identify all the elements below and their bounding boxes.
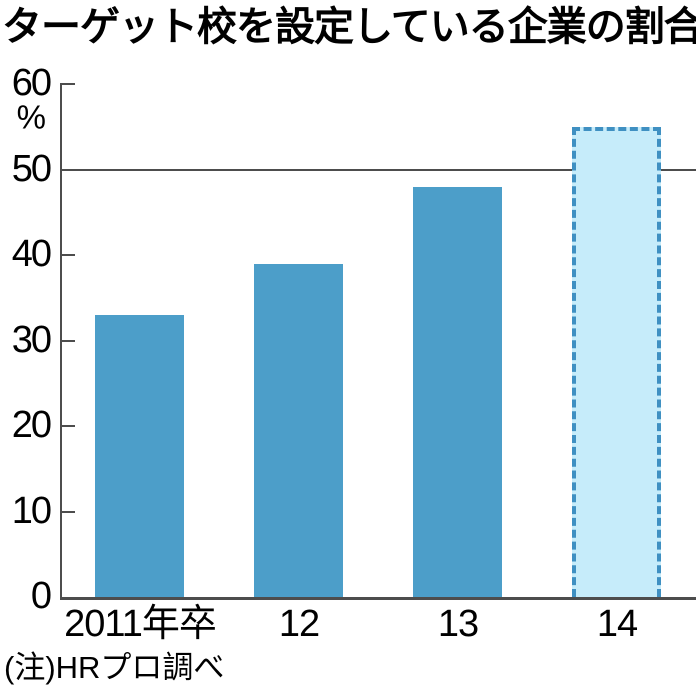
- y-axis-line: [60, 84, 62, 600]
- x-tick-label: 13: [437, 603, 479, 645]
- y-tick: [60, 254, 75, 256]
- y-tick-label: 20: [11, 404, 52, 447]
- y-tick-label: 10: [11, 490, 52, 533]
- y-tick: [60, 83, 75, 85]
- source-note: (注)HRプロ調べ: [4, 650, 225, 685]
- y-tick-label: 0: [30, 575, 52, 618]
- y-tick: [60, 511, 75, 513]
- y-tick-label: 60: [11, 62, 52, 105]
- chart-title: ターゲット校を設定している企業の割合: [2, 5, 696, 49]
- bar: [413, 187, 502, 597]
- y-axis-unit-label: %: [16, 98, 46, 136]
- x-tick-label: 14: [596, 603, 638, 645]
- y-tick: [60, 340, 75, 342]
- bar: [95, 315, 184, 597]
- reference-line-50: [60, 169, 696, 171]
- bar: [254, 264, 343, 597]
- y-tick-label: 40: [11, 233, 52, 276]
- y-tick-label: 30: [11, 319, 52, 362]
- x-tick-label: 12: [278, 603, 320, 645]
- x-tick-label: 2011年卒: [64, 603, 217, 645]
- y-tick: [60, 425, 75, 427]
- x-axis-line: [60, 597, 696, 600]
- y-tick-label: 50: [11, 148, 52, 191]
- bar-forecast: [572, 127, 661, 597]
